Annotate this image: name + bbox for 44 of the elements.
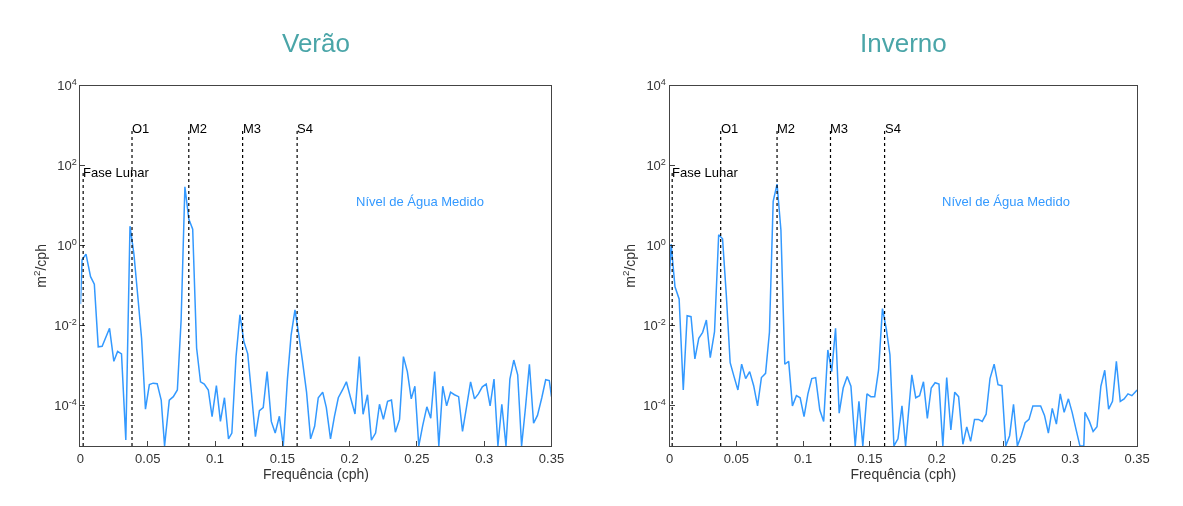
y-tick-label: 10$^{2}$ (57, 156, 77, 174)
ref-line-label: S4 (885, 121, 901, 136)
ref-line-label: M3 (830, 121, 849, 136)
x-tick-label: 0.05 (135, 450, 161, 466)
x-tick-label: 0.15 (857, 450, 883, 466)
ref-line-label: Fase Lunar (83, 165, 150, 180)
line-series (80, 185, 552, 446)
x-tick-label: 0.05 (723, 450, 749, 466)
x-tick-label: 0.25 (404, 450, 430, 466)
x-axis-title: Frequência (cph) (263, 465, 369, 482)
y-tick-label: 10$^{-4}$ (643, 396, 666, 414)
y-tick-label: 10$^{0}$ (57, 236, 77, 254)
text: Nível de Água Medido (356, 194, 484, 209)
x-tick-label: 0.2 (927, 450, 946, 466)
line-series (669, 183, 1138, 446)
y-tick-label: 10$^{-2}$ (643, 316, 666, 334)
x-tick-label: 0.25 (990, 450, 1017, 466)
ref-line-label: M2 (777, 121, 796, 136)
chart-title: Verão (282, 28, 350, 58)
x-tick-label: 0.1 (206, 450, 225, 466)
x-tick-label: 0.3 (475, 450, 494, 466)
ref-line-label: S4 (297, 121, 313, 136)
ref-line-label: O1 (721, 121, 739, 136)
x-tick-label: 0.15 (269, 450, 295, 466)
ref-line-label: M2 (189, 121, 208, 136)
x-tick-label: 0.1 (794, 450, 813, 466)
y-tick-label: 10$^{4}$ (57, 76, 77, 94)
x-tick-label: 0 (665, 450, 674, 466)
y-tick-label: 10$^{4}$ (646, 76, 666, 94)
x-tick-label: 0.35 (1124, 450, 1150, 466)
x-tick-label: 0 (76, 450, 85, 466)
ref-line-label: M3 (243, 121, 262, 136)
chart-title: Inverno (860, 28, 947, 58)
y-tick-label: 10$^{-4}$ (54, 396, 77, 414)
y-tick-label: 10$^{0}$ (646, 236, 666, 254)
text: Nível de Água Medido (942, 194, 1070, 209)
y-tick-label: 10$^{2}$ (646, 156, 666, 174)
x-tick-label: 0.3 (1061, 450, 1080, 466)
x-tick-label: 0.2 (340, 450, 359, 466)
ref-line-label: O1 (132, 121, 150, 136)
y-tick-label: 10$^{-2}$ (54, 316, 77, 334)
x-tick-label: 0.35 (538, 450, 565, 466)
x-axis-title: Frequência (cph) (850, 465, 957, 482)
ref-line-label: Fase Lunar (672, 165, 739, 180)
